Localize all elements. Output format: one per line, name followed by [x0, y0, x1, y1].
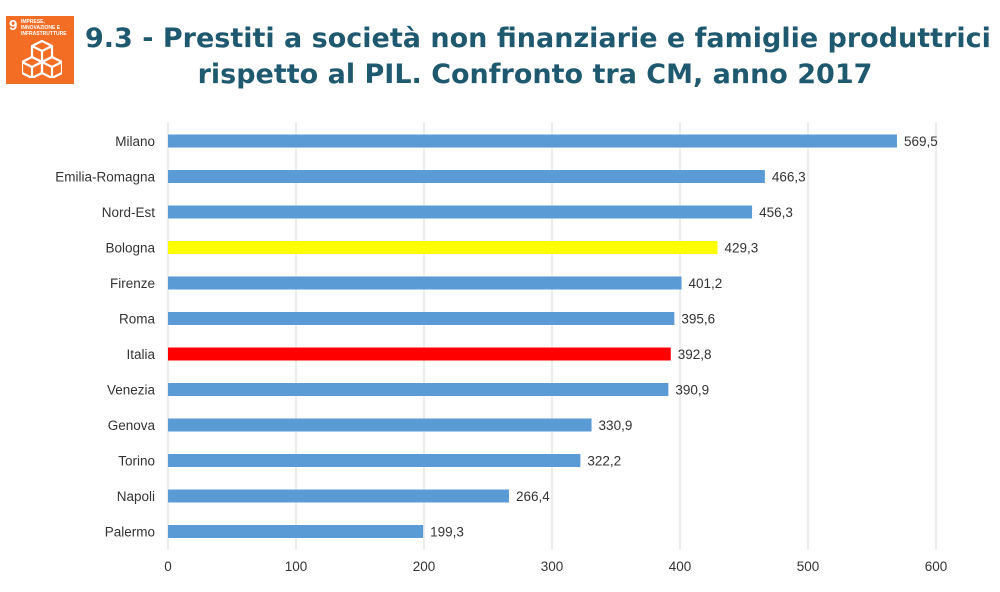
category-label: Milano [115, 134, 155, 149]
category-label: Nord-Est [102, 205, 156, 220]
bar [168, 134, 897, 148]
data-label: 395,6 [681, 312, 715, 327]
data-label: 199,3 [430, 525, 464, 540]
category-label: Bologna [105, 241, 155, 256]
cube-stack-icon [22, 39, 62, 78]
x-tick-label: 400 [669, 559, 692, 574]
category-label: Firenze [110, 276, 155, 291]
data-label: 330,9 [599, 418, 633, 433]
bar [168, 454, 581, 467]
x-tick-label: 500 [797, 559, 820, 574]
bar [168, 312, 675, 325]
data-label: 390,9 [675, 383, 709, 398]
bar [168, 241, 718, 254]
category-label: Napoli [117, 489, 155, 504]
bar [168, 383, 669, 396]
category-label: Venezia [107, 383, 156, 398]
x-tick-label: 0 [164, 559, 172, 574]
chart-title: 9.3 - Prestiti a società non finanziarie… [85, 21, 991, 93]
data-label: 429,3 [725, 241, 759, 256]
data-label: 401,2 [689, 276, 723, 291]
data-label: 466,3 [772, 170, 806, 185]
data-label: 322,2 [587, 454, 621, 469]
sdg-goal-9-logo: 9 IMPRESE, INNOVAZIONE E INFRASTRUTTURE [6, 16, 74, 84]
bar [168, 347, 671, 361]
category-label: Italia [126, 347, 155, 362]
chart-title-line-1: 9.3 - Prestiti a società non finanziarie… [85, 23, 991, 54]
x-tick-label: 600 [925, 559, 948, 574]
bar [168, 205, 753, 219]
data-label: 266,4 [516, 489, 550, 504]
bar [168, 276, 682, 290]
bar [168, 418, 592, 432]
category-label: Torino [118, 454, 155, 469]
chart-title-line-2: rispetto al PIL. Confronto tra CM, anno … [197, 59, 873, 90]
x-tick-label: 300 [541, 559, 564, 574]
category-label: Palermo [105, 525, 155, 540]
category-label: Roma [119, 312, 156, 327]
x-tick-label: 100 [285, 559, 308, 574]
data-label: 456,3 [759, 205, 793, 220]
sdg-goal-text: IMPRESE, INNOVAZIONE E INFRASTRUTTURE [21, 19, 67, 37]
data-label: 569,5 [904, 134, 938, 149]
bar [168, 170, 765, 183]
data-label: 392,8 [678, 347, 712, 362]
bar [168, 525, 424, 538]
bar [168, 489, 509, 503]
category-label: Genova [108, 418, 156, 433]
category-label: Emilia-Romagna [55, 170, 155, 185]
x-tick-label: 200 [413, 559, 436, 574]
sdg-goal-number: 9 [9, 17, 18, 34]
